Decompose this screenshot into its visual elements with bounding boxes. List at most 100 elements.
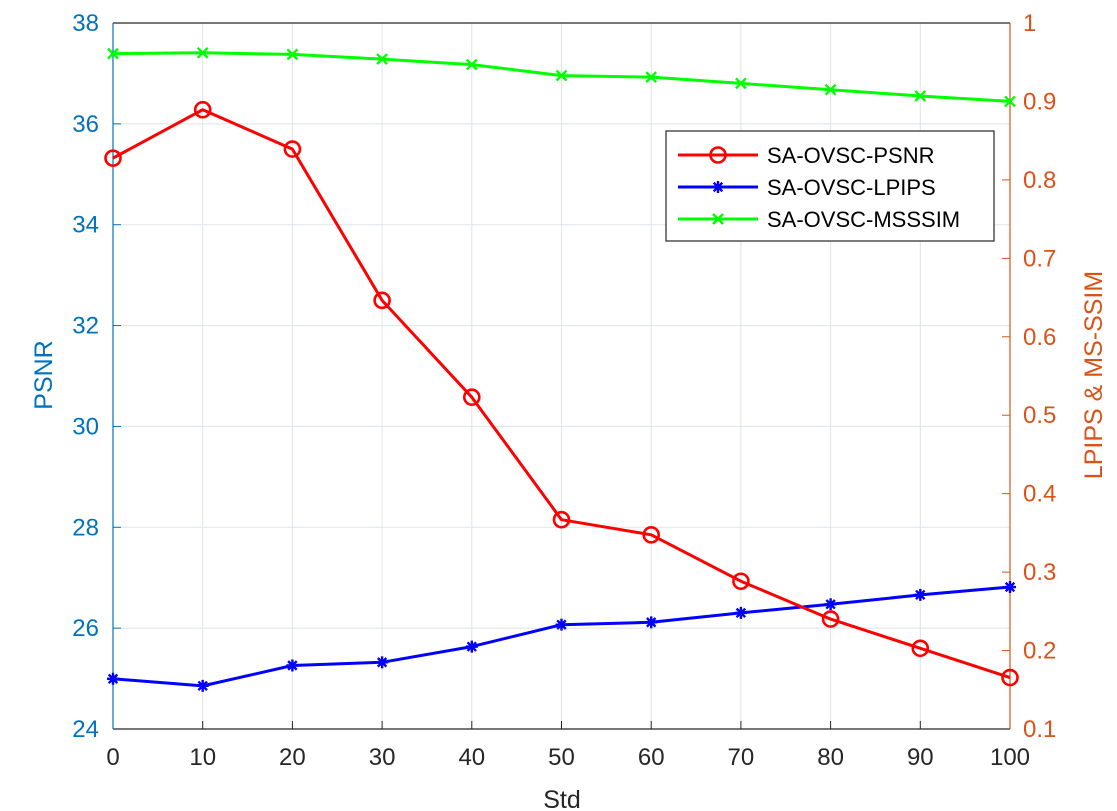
- x-tick-label: 10: [189, 744, 216, 771]
- y-axis-right-label: LPIPS & MS-SSIM: [1080, 271, 1108, 479]
- axes-layer: 0 10 20 30 40 50 60 70 80 90 100 24 26 28 30 32 34 36 38 0.…: [72, 10, 1056, 771]
- data-point: [645, 616, 658, 629]
- x-marker: [286, 48, 299, 61]
- data-point: [555, 69, 568, 82]
- y-left-tick-label: 24: [72, 716, 99, 743]
- y-left-tick-label: 34: [72, 212, 99, 239]
- y-left-tick-label: 28: [72, 514, 99, 541]
- data-point: [642, 526, 661, 544]
- legend-entry: SA-OVSC-MSSSIM: [678, 207, 960, 232]
- data-point: [1001, 668, 1019, 687]
- series-sa-ovsc-psnr: [104, 100, 1019, 687]
- asterisk-marker: [1004, 581, 1016, 594]
- circle-marker: [911, 639, 930, 658]
- y-left-tick-label: 32: [72, 313, 99, 340]
- data-point: [734, 606, 747, 619]
- data-point: [709, 146, 727, 164]
- y-right-tick-label: 0.3: [1023, 559, 1056, 586]
- y-left-tick-label: 38: [72, 10, 99, 37]
- data-point: [712, 213, 724, 225]
- circle-marker: [193, 100, 212, 119]
- x-marker: [465, 58, 478, 71]
- data-point: [376, 53, 388, 65]
- circle-marker: [462, 388, 481, 406]
- data-point: [465, 58, 478, 71]
- y-right-tick-label: 1: [1023, 10, 1036, 37]
- legend-entry: SA-OVSC-LPIPS: [678, 175, 936, 200]
- data-point: [286, 659, 299, 672]
- data-point: [1004, 95, 1016, 108]
- asterisk-marker: [376, 656, 389, 669]
- circle-marker: [552, 510, 571, 529]
- circle-marker: [709, 146, 727, 164]
- data-point: [376, 656, 389, 669]
- data-point: [732, 572, 750, 591]
- data-point: [286, 48, 299, 61]
- data-point: [911, 639, 930, 658]
- x-tick-label: 0: [106, 744, 119, 771]
- data-point: [555, 618, 568, 631]
- asterisk-marker: [914, 588, 927, 601]
- x-tick-label: 90: [907, 744, 934, 771]
- series-sa-ovsc-lpips: [107, 581, 1016, 692]
- circle-marker: [283, 140, 302, 158]
- x-tick-label: 100: [990, 744, 1030, 771]
- data-point: [824, 83, 837, 96]
- asterisk-marker: [645, 616, 658, 629]
- x-marker: [645, 71, 658, 83]
- x-tick-label: 40: [458, 744, 485, 771]
- asterisk-marker: [107, 672, 119, 685]
- asterisk-marker: [196, 679, 209, 692]
- y-left-tick-label: 30: [72, 413, 99, 440]
- circle-marker: [373, 291, 391, 310]
- data-point: [735, 77, 747, 90]
- data-point: [824, 598, 837, 611]
- x-marker: [196, 46, 209, 59]
- legend-label: SA-OVSC-PSNR: [767, 143, 934, 168]
- data-point: [821, 610, 840, 628]
- asterisk-marker: [555, 618, 568, 631]
- circle-marker: [1001, 668, 1019, 687]
- x-tick-label: 80: [817, 744, 844, 771]
- y-left-tick-label: 36: [72, 111, 99, 138]
- series-sa-ovsc-msssim: [107, 46, 1016, 108]
- data-point: [465, 640, 478, 653]
- circle-marker: [104, 149, 122, 167]
- data-point: [373, 291, 391, 310]
- x-marker: [735, 77, 747, 90]
- data-point: [712, 181, 724, 193]
- asterisk-marker: [286, 659, 299, 672]
- data-point: [107, 47, 119, 60]
- y-right-tick-label: 0.1: [1023, 716, 1056, 743]
- asterisk-marker: [465, 640, 478, 653]
- series-layer: [104, 46, 1019, 692]
- data-point: [645, 71, 658, 83]
- y-axis-left-label: PSNR: [30, 340, 58, 409]
- asterisk-marker: [824, 598, 837, 611]
- data-point: [196, 679, 209, 692]
- x-axis-label: Std: [543, 786, 581, 811]
- x-tick-label: 70: [728, 744, 755, 771]
- asterisk-marker: [712, 181, 724, 193]
- y-right-tick-label: 0.4: [1023, 481, 1056, 508]
- x-tick-label: 20: [279, 744, 306, 771]
- x-tick-label: 50: [548, 744, 575, 771]
- x-marker: [376, 53, 388, 65]
- x-marker: [914, 90, 927, 102]
- y-right-tick-label: 0.6: [1023, 324, 1056, 351]
- x-marker: [824, 83, 837, 96]
- legend-label: SA-OVSC-MSSSIM: [767, 207, 960, 232]
- x-tick-label: 30: [369, 744, 396, 771]
- series-line: [112, 108, 1011, 680]
- data-point: [107, 672, 119, 685]
- circle-marker: [732, 572, 750, 591]
- y-right-tick-label: 0.2: [1023, 638, 1056, 665]
- x-marker: [107, 47, 119, 60]
- y-left-tick-label: 26: [72, 615, 99, 642]
- legend-entry: SA-OVSC-PSNR: [678, 143, 934, 168]
- data-point: [283, 140, 302, 158]
- data-point: [462, 388, 481, 406]
- data-point: [193, 100, 212, 119]
- asterisk-marker: [734, 606, 747, 619]
